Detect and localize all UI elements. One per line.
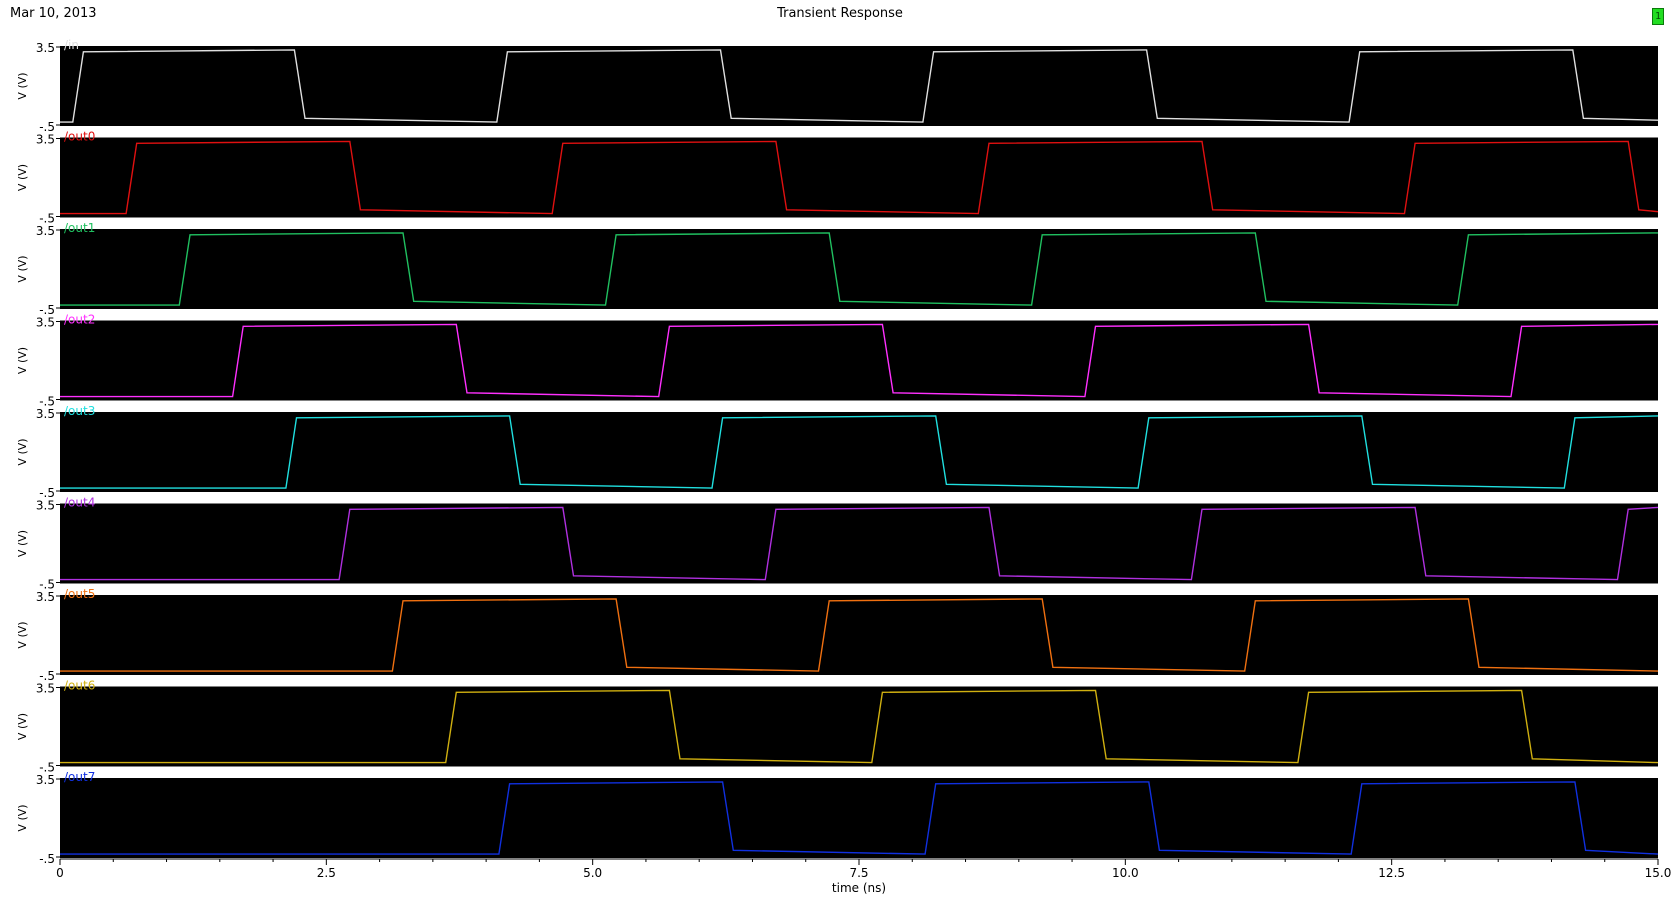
- series-label-out1: /out1: [64, 221, 95, 235]
- series-line-out2: [60, 323, 1659, 398]
- series-line-out4: [60, 506, 1659, 581]
- plot-date: Mar 10, 2013: [10, 6, 97, 21]
- strip-panel-4: [60, 412, 1658, 492]
- x-tick-label: 15.0: [1645, 866, 1672, 880]
- series-line-out1: [60, 232, 1659, 306]
- series-line-out7: [60, 781, 1659, 855]
- x-tick-label: 2.5: [317, 866, 336, 880]
- y-tick-label-top: 3.5: [36, 773, 55, 787]
- series-line-out0: [60, 140, 1659, 215]
- y-axis-label: V (V): [16, 438, 29, 465]
- y-tick-label-bottom: -.5: [39, 578, 55, 592]
- series-label-out4: /out4: [64, 496, 95, 510]
- y-tick-label-bottom: -.5: [39, 852, 55, 866]
- y-tick-label-bottom: -.5: [39, 303, 55, 317]
- series-label-in: /in: [64, 38, 79, 52]
- series-line-out5: [60, 598, 1659, 672]
- y-tick-label-top: 3.5: [36, 407, 55, 421]
- series-line-out3: [60, 415, 1659, 489]
- plot-title: Transient Response: [777, 6, 903, 21]
- series-label-out3: /out3: [64, 404, 95, 418]
- strip-panel-5: [60, 503, 1658, 584]
- strip-panel-3: [60, 320, 1658, 401]
- series-line-in: [60, 49, 1659, 123]
- y-tick-label-top: 3.5: [36, 41, 55, 55]
- strip-panel-6: [60, 595, 1658, 675]
- series-label-out7: /out7: [64, 770, 95, 784]
- y-axis-label: V (V): [16, 72, 29, 99]
- y-tick-label-top: 3.5: [36, 682, 55, 696]
- x-tick-label: 0: [56, 866, 64, 880]
- x-axis-label: time (ns): [832, 881, 886, 895]
- y-tick-label-bottom: -.5: [39, 669, 55, 683]
- y-axis-label: V (V): [16, 530, 29, 557]
- y-tick-label-top: 3.5: [36, 590, 55, 604]
- y-axis-label: V (V): [16, 164, 29, 191]
- strip-panel-8: [60, 778, 1658, 858]
- y-tick-label-top: 3.5: [36, 224, 55, 238]
- y-tick-label-bottom: -.5: [39, 212, 55, 226]
- y-tick-label-bottom: -.5: [39, 486, 55, 500]
- y-axis-label: V (V): [16, 713, 29, 740]
- y-tick-label-top: 3.5: [36, 316, 55, 330]
- y-tick-label-bottom: -.5: [39, 761, 55, 775]
- y-tick-label-bottom: -.5: [39, 395, 55, 409]
- y-tick-label-top: 3.5: [36, 499, 55, 513]
- series-label-out5: /out5: [64, 587, 95, 601]
- y-axis-label: V (V): [16, 255, 29, 282]
- x-tick-label: 7.5: [849, 866, 868, 880]
- x-tick-label: 10.0: [1112, 866, 1139, 880]
- y-axis-label: V (V): [16, 347, 29, 374]
- y-tick-label-top: 3.5: [36, 133, 55, 147]
- strip-panel-1: [60, 137, 1658, 218]
- strip-panel-7: [60, 686, 1658, 767]
- subwindow-badge[interactable]: 1: [1652, 8, 1664, 25]
- series-line-out6: [60, 689, 1659, 764]
- series-label-out2: /out2: [64, 313, 95, 327]
- series-label-out0: /out0: [64, 130, 95, 144]
- strip-panel-2: [60, 229, 1658, 309]
- y-axis-label: V (V): [16, 804, 29, 831]
- x-tick-label: 5.0: [583, 866, 602, 880]
- y-tick-label-bottom: -.5: [39, 120, 55, 134]
- strip-panel-0: [60, 46, 1658, 126]
- y-axis-label: V (V): [16, 621, 29, 648]
- x-tick-label: 12.5: [1378, 866, 1405, 880]
- series-label-out6: /out6: [64, 679, 95, 693]
